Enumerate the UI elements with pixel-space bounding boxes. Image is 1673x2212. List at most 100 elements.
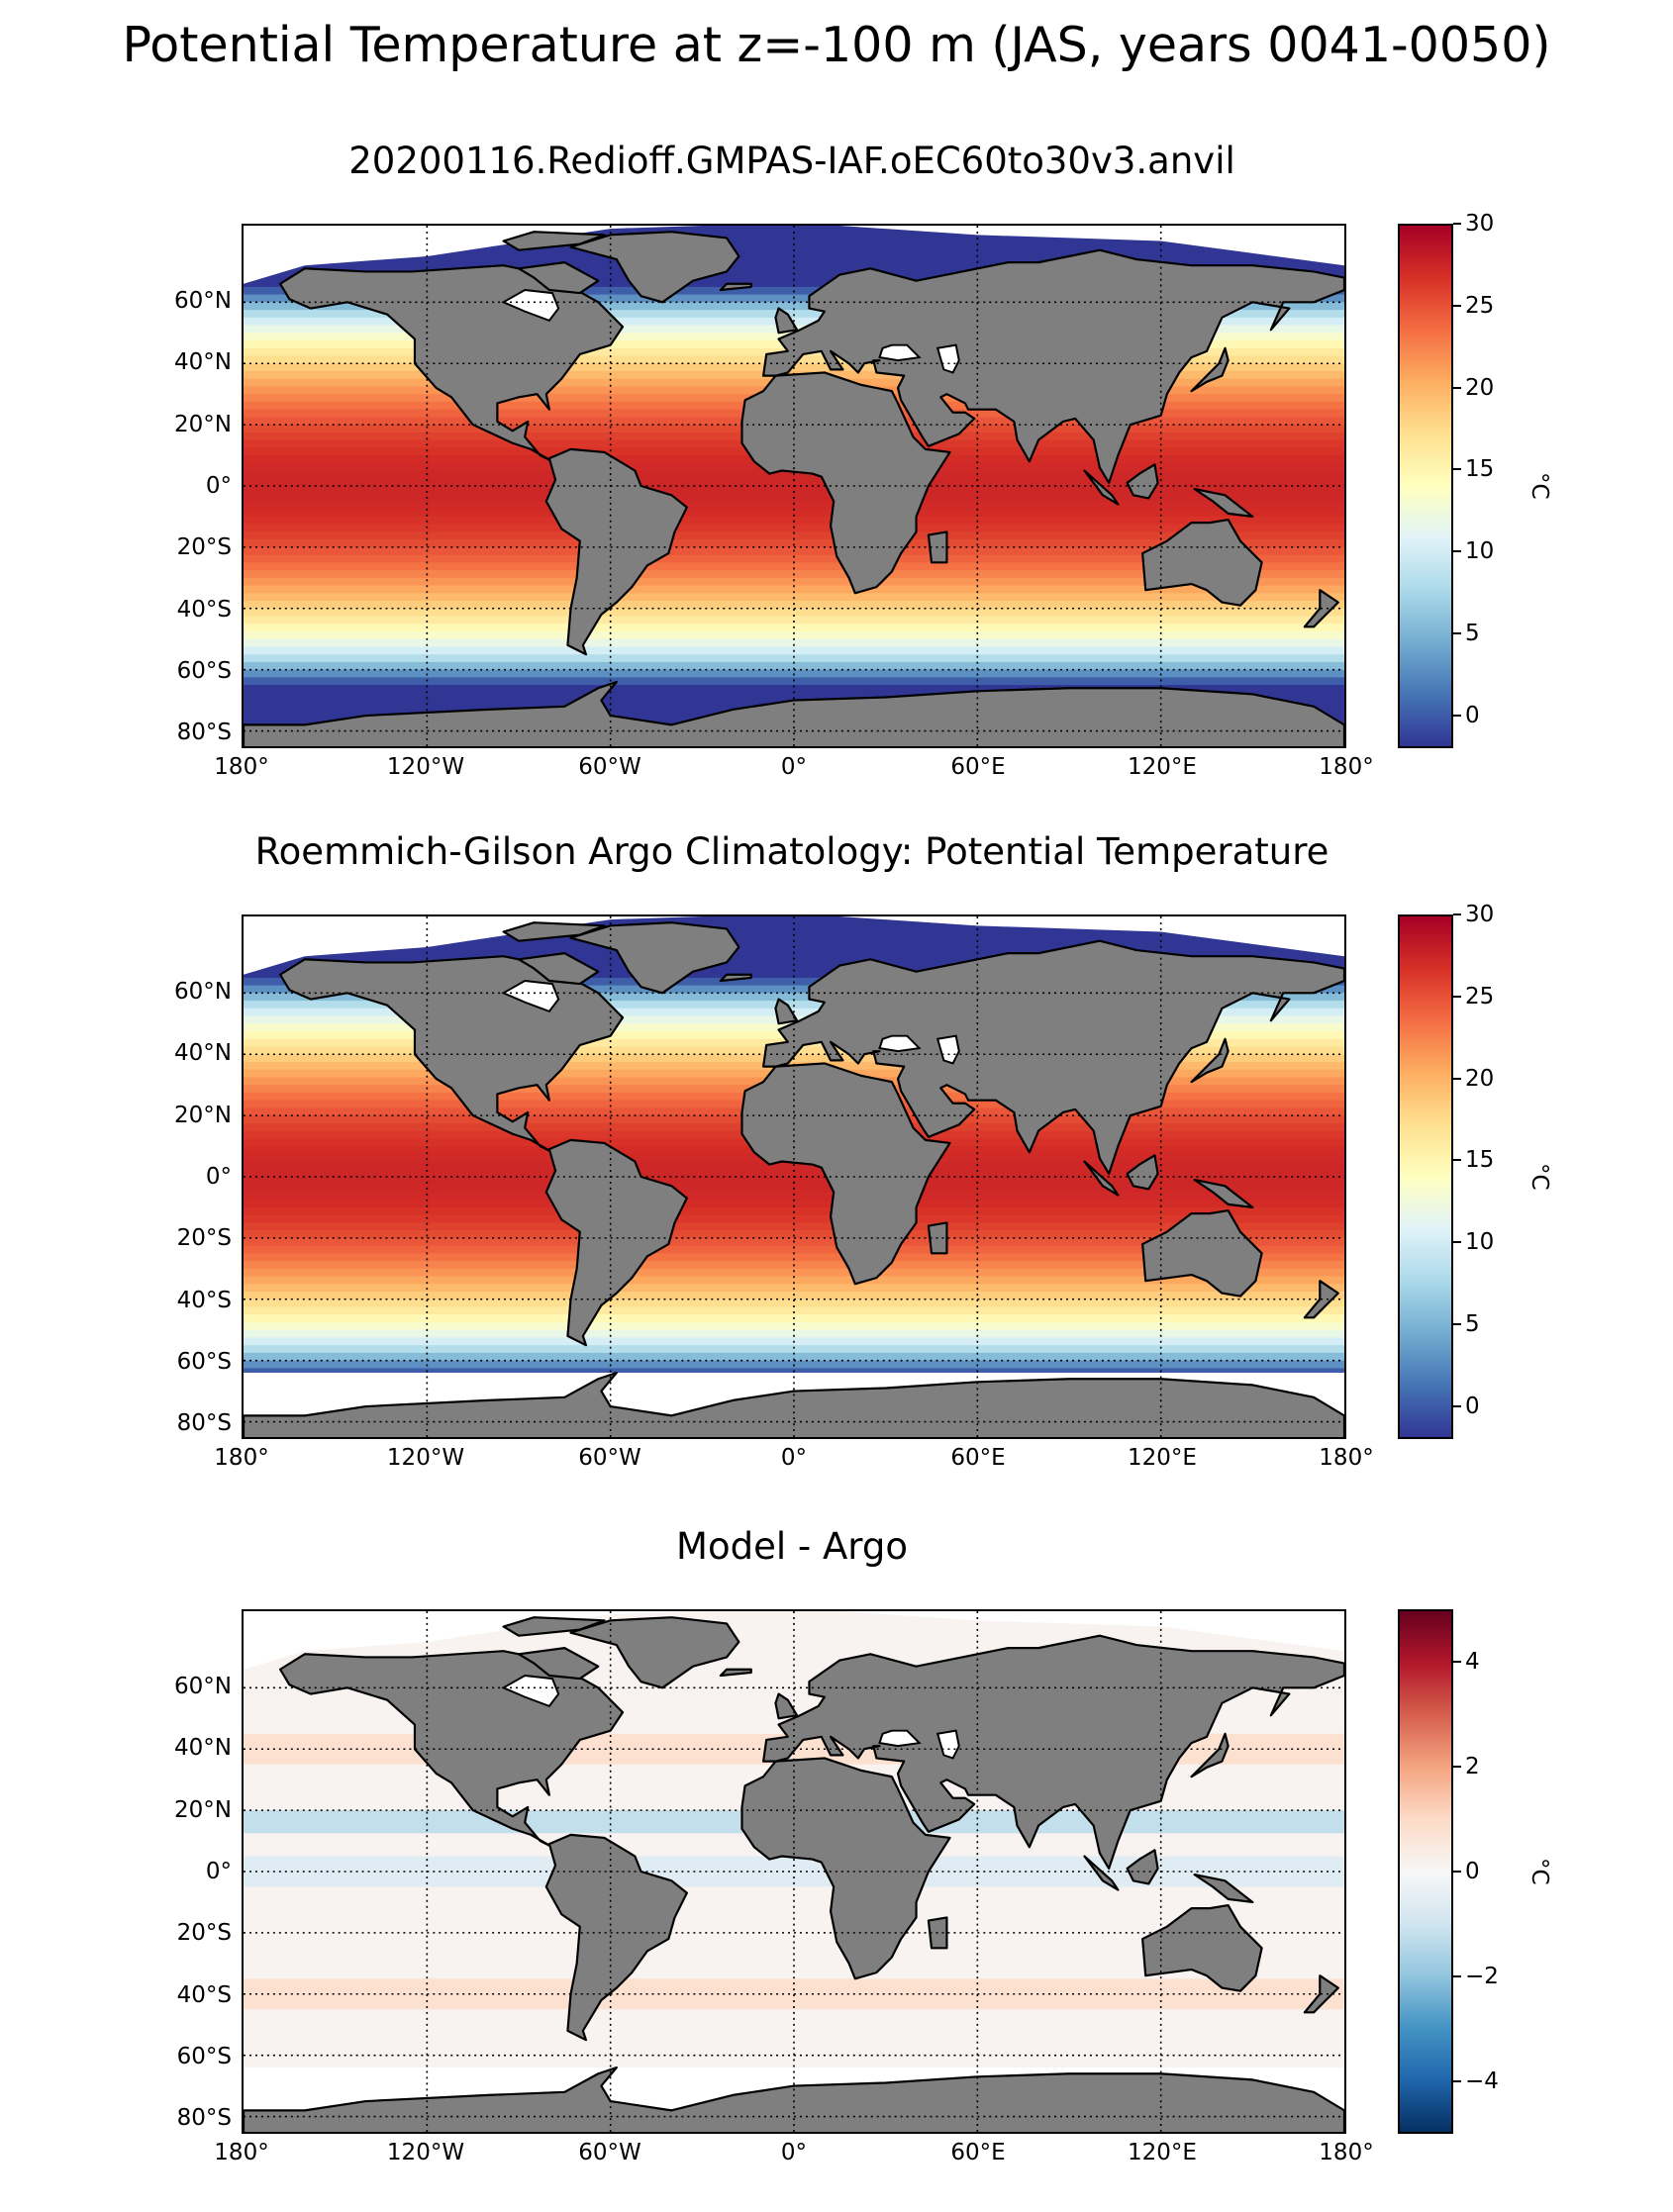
panel-title: Roemmich-Gilson Argo Climatology: Potent… — [254, 830, 1329, 873]
y-tick-label: 40°N — [174, 349, 232, 376]
y-tick-label: 40°S — [176, 1287, 232, 1313]
x-tick-label: 120°E — [1128, 2140, 1197, 2165]
colorbar-tick-label: 20 — [1465, 374, 1495, 401]
field-band — [244, 226, 1344, 235]
map-panel — [242, 914, 1346, 1439]
field-band — [244, 1641, 1344, 1651]
y-tick-label: 20°S — [176, 1225, 232, 1252]
colorbar — [1398, 224, 1453, 748]
x-tick-label: 120°W — [386, 754, 465, 780]
field-band — [244, 1230, 1344, 1239]
field-band — [244, 271, 1344, 280]
colorbar-label: °C — [1526, 1858, 1552, 1885]
land-borneo — [1126, 463, 1159, 500]
field-band — [244, 1963, 1344, 1972]
map-canvas — [244, 916, 1344, 1437]
colorbar-tick-mark — [1453, 468, 1461, 471]
land-antarctica — [244, 2066, 1344, 2132]
field-band — [244, 1222, 1344, 1231]
colorbar-tick-mark — [1453, 223, 1461, 225]
land-new-guinea — [1193, 487, 1254, 519]
water-caspian — [935, 343, 960, 374]
colorbar-tick-mark — [1453, 1077, 1461, 1080]
field-band — [244, 1245, 1344, 1254]
field-band — [244, 1948, 1344, 1957]
field-band — [244, 501, 1344, 510]
field-band — [244, 923, 1344, 933]
field-band — [244, 946, 1344, 956]
field-band — [244, 1368, 1344, 1377]
x-tick-label: 180° — [1319, 2140, 1374, 2165]
colorbar-tick-mark — [1453, 1871, 1461, 1873]
colorbar-tick-mark — [1453, 386, 1461, 389]
field-band — [244, 661, 1344, 671]
field-band — [244, 1253, 1344, 1262]
field-band — [244, 677, 1344, 686]
y-tick-label: 80°S — [176, 1410, 232, 1437]
land-greenland — [569, 1616, 740, 1689]
field-band — [244, 1872, 1344, 1880]
field-band — [244, 1214, 1344, 1224]
field-band — [244, 1329, 1344, 1339]
water-caspian — [935, 1729, 960, 1760]
land-australia — [1141, 518, 1263, 607]
field-band — [244, 294, 1344, 303]
land-japan — [1190, 346, 1230, 393]
field-band — [244, 1940, 1344, 1949]
colorbar-tick-mark — [1453, 304, 1461, 307]
field-band — [244, 1993, 1344, 2003]
map-panel — [242, 1609, 1346, 2134]
colorbar-tick-label: 0 — [1465, 1393, 1480, 1419]
field-band — [244, 1306, 1344, 1315]
field-band — [244, 993, 1344, 1002]
map-canvas — [244, 1611, 1344, 2132]
map-panel — [242, 224, 1346, 748]
field-band — [244, 962, 1344, 971]
land-new-guinea — [1193, 1178, 1254, 1209]
field-band — [244, 1971, 1344, 1979]
field-band — [244, 233, 1344, 242]
x-tick-label: 180° — [214, 1445, 269, 1471]
land-antarctica — [244, 1371, 1344, 1437]
land-uk — [774, 1692, 799, 1720]
y-tick-label: 0° — [205, 473, 232, 499]
colorbar-tick-label: 20 — [1465, 1065, 1495, 1092]
field-band — [244, 1169, 1344, 1178]
land-australia — [1141, 1208, 1263, 1298]
colorbar-tick-label: −2 — [1465, 1964, 1499, 1989]
land-eurasia — [762, 939, 1344, 1176]
colorbar-tick-label: 0 — [1465, 702, 1480, 728]
colorbar-tick-label: 30 — [1465, 902, 1495, 927]
land-greenland — [569, 231, 740, 304]
colorbar-tick-mark — [1453, 1404, 1461, 1407]
field-band — [244, 562, 1344, 571]
x-tick-label: 60°W — [578, 2140, 641, 2165]
land-borneo — [1126, 1154, 1159, 1191]
colorbar-tick-label: 4 — [1465, 1649, 1480, 1675]
colorbar-tick-label: 15 — [1465, 456, 1495, 483]
field-band — [244, 524, 1344, 533]
colorbar — [1398, 914, 1453, 1439]
field-band — [244, 916, 1344, 925]
land-japan — [1190, 1037, 1230, 1084]
colorbar-tick-label: 2 — [1465, 1754, 1480, 1779]
land-borneo — [1126, 1849, 1159, 1885]
field-band — [244, 601, 1344, 610]
land-ellesmere — [502, 921, 606, 942]
colorbar-tick-label: 10 — [1465, 538, 1495, 565]
field-band — [244, 509, 1344, 518]
field-band — [244, 638, 1344, 648]
land-baffin — [517, 952, 600, 986]
figure-title: Potential Temperature at z=-100 m (JAS, … — [122, 17, 1551, 73]
field-band — [244, 1292, 1344, 1300]
field-band — [244, 1687, 1344, 1696]
field-band — [244, 539, 1344, 548]
colorbar-tick-label: 25 — [1465, 983, 1495, 1010]
colorbar-tick-label: 5 — [1465, 621, 1480, 647]
field-band — [244, 486, 1344, 495]
land-eurasia — [762, 248, 1344, 485]
colorbar-tick-label: 0 — [1465, 1859, 1480, 1884]
field-band — [244, 630, 1344, 640]
field-band — [244, 2063, 1344, 2071]
y-tick-label: 60°S — [176, 658, 232, 685]
